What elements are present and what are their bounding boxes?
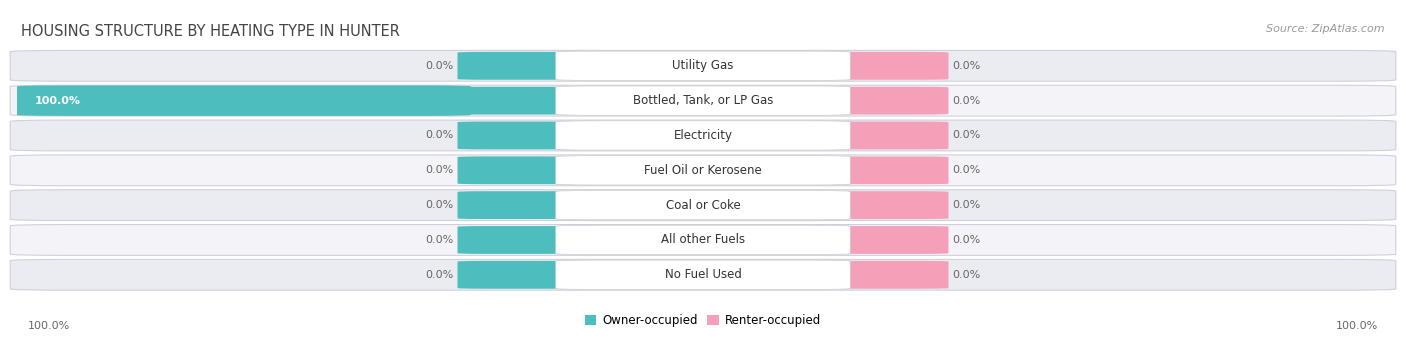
FancyBboxPatch shape xyxy=(457,121,574,149)
Text: 0.0%: 0.0% xyxy=(953,165,981,175)
FancyBboxPatch shape xyxy=(555,260,851,290)
Text: 0.0%: 0.0% xyxy=(425,200,453,210)
Text: 0.0%: 0.0% xyxy=(953,200,981,210)
FancyBboxPatch shape xyxy=(457,157,574,184)
FancyBboxPatch shape xyxy=(832,261,949,289)
Text: 0.0%: 0.0% xyxy=(953,235,981,245)
Text: 0.0%: 0.0% xyxy=(425,270,453,280)
Text: Bottled, Tank, or LP Gas: Bottled, Tank, or LP Gas xyxy=(633,94,773,107)
Text: Electricity: Electricity xyxy=(673,129,733,142)
Text: 100.0%: 100.0% xyxy=(1336,321,1378,331)
Text: 0.0%: 0.0% xyxy=(425,131,453,140)
Text: 0.0%: 0.0% xyxy=(953,270,981,280)
FancyBboxPatch shape xyxy=(555,155,851,185)
FancyBboxPatch shape xyxy=(10,120,1396,151)
FancyBboxPatch shape xyxy=(832,157,949,184)
FancyBboxPatch shape xyxy=(10,155,1396,186)
FancyBboxPatch shape xyxy=(10,260,1396,290)
FancyBboxPatch shape xyxy=(457,191,574,219)
FancyBboxPatch shape xyxy=(832,226,949,254)
Text: Fuel Oil or Kerosene: Fuel Oil or Kerosene xyxy=(644,164,762,177)
FancyBboxPatch shape xyxy=(457,226,574,254)
FancyBboxPatch shape xyxy=(555,121,851,150)
Text: 0.0%: 0.0% xyxy=(425,165,453,175)
Text: No Fuel Used: No Fuel Used xyxy=(665,268,741,281)
FancyBboxPatch shape xyxy=(555,86,851,115)
Text: All other Fuels: All other Fuels xyxy=(661,234,745,247)
Text: 0.0%: 0.0% xyxy=(953,131,981,140)
Text: 0.0%: 0.0% xyxy=(953,95,981,106)
Text: 100.0%: 100.0% xyxy=(28,321,70,331)
FancyBboxPatch shape xyxy=(555,51,851,80)
Text: 0.0%: 0.0% xyxy=(425,235,453,245)
FancyBboxPatch shape xyxy=(832,191,949,219)
FancyBboxPatch shape xyxy=(832,121,949,149)
FancyBboxPatch shape xyxy=(10,190,1396,221)
FancyBboxPatch shape xyxy=(10,225,1396,255)
Text: Coal or Coke: Coal or Coke xyxy=(665,199,741,212)
Text: 0.0%: 0.0% xyxy=(425,61,453,71)
Text: Source: ZipAtlas.com: Source: ZipAtlas.com xyxy=(1267,24,1385,34)
FancyBboxPatch shape xyxy=(555,191,851,220)
Text: Utility Gas: Utility Gas xyxy=(672,59,734,72)
Text: HOUSING STRUCTURE BY HEATING TYPE IN HUNTER: HOUSING STRUCTURE BY HEATING TYPE IN HUN… xyxy=(21,24,399,39)
Legend: Owner-occupied, Renter-occupied: Owner-occupied, Renter-occupied xyxy=(579,309,827,332)
FancyBboxPatch shape xyxy=(10,50,1396,81)
FancyBboxPatch shape xyxy=(17,86,471,116)
FancyBboxPatch shape xyxy=(555,225,851,255)
FancyBboxPatch shape xyxy=(832,87,949,115)
FancyBboxPatch shape xyxy=(832,52,949,80)
FancyBboxPatch shape xyxy=(457,87,574,115)
FancyBboxPatch shape xyxy=(457,52,574,80)
Text: 0.0%: 0.0% xyxy=(953,61,981,71)
FancyBboxPatch shape xyxy=(457,261,574,289)
Text: 100.0%: 100.0% xyxy=(35,95,80,106)
FancyBboxPatch shape xyxy=(10,85,1396,116)
